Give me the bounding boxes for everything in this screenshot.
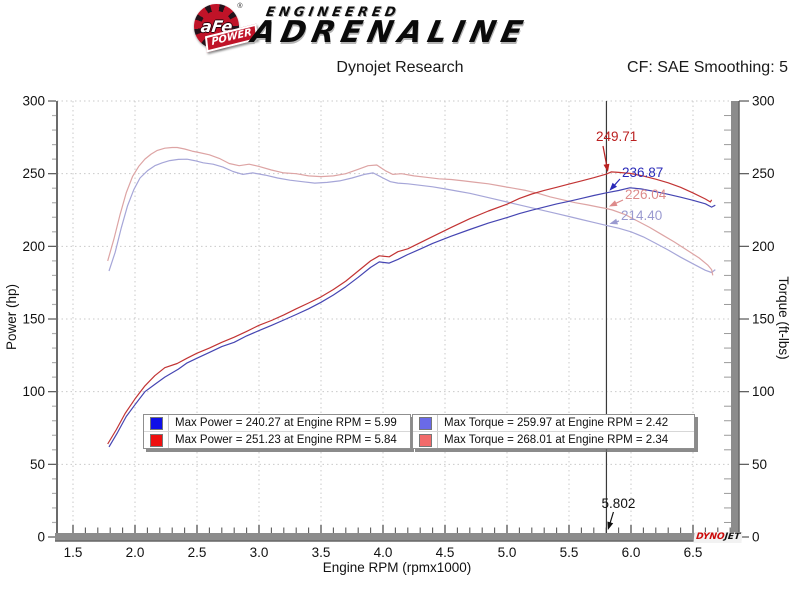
- x-axis-tick-label: 5.5: [560, 545, 579, 560]
- dynojet-logo-jet: JET: [724, 532, 741, 542]
- dynojet-logo-dyno: DYNO: [695, 532, 726, 542]
- left-axis-tick-label: 0: [37, 530, 45, 545]
- right-axis-tick-label: 300: [752, 94, 775, 109]
- marker-value-power_baseline: 236.87: [622, 165, 663, 180]
- marker-value-power_afe: 249.71: [596, 129, 637, 144]
- x-axis-tick-label: 1.5: [64, 545, 83, 560]
- legend-label-power_baseline: Max Power = 240.27 at Engine RPM = 5.99: [175, 417, 397, 429]
- legend-swatch-power_afe: [149, 433, 163, 447]
- x-axis-tick-label: 2.0: [126, 545, 145, 560]
- left-axis-tick-label: 250: [22, 166, 45, 181]
- legend-row-power_afe: Max Power = 251.23 at Engine RPM = 5.84: [144, 432, 410, 448]
- x-axis-tick-label: 4.5: [436, 545, 455, 560]
- legend-swatch-cell: [144, 432, 169, 448]
- smoothing-label: CF: SAE Smoothing: 5: [627, 59, 788, 76]
- x-axis-tick-label: 4.0: [374, 545, 393, 560]
- x-axis-tick-label: 6.0: [622, 545, 641, 560]
- marker-arrow-torque_afe-head: [608, 200, 618, 207]
- curve-power_baseline: [108, 187, 716, 448]
- curve-torque_baseline: [108, 158, 716, 274]
- legend-swatch-power_baseline: [149, 416, 163, 430]
- left-axis-tick-label: 300: [22, 94, 45, 109]
- marker-rpm-arrow-head: [607, 521, 614, 530]
- legend-row-torque_baseline: Max Torque = 259.97 at Engine RPM = 2.42: [413, 415, 694, 432]
- x-axis-tick-label: 3.5: [312, 545, 331, 560]
- x-axis-tick-label: 5.0: [498, 545, 517, 560]
- legend-swatch-cell: [144, 415, 169, 431]
- left-axis-tick-label: 50: [30, 457, 45, 472]
- left-axis-tick-label: 200: [22, 239, 45, 254]
- legend-swatch-cell: [413, 432, 438, 448]
- left-axis-tick-label: 150: [22, 312, 45, 327]
- registered-mark-icon: ®: [236, 3, 244, 11]
- right-axis-tick-label: 0: [752, 530, 760, 545]
- right-axis-bar: [731, 101, 739, 541]
- marker-value-torque_afe: 226.04: [625, 187, 667, 202]
- legend-power: Max Power = 240.27 at Engine RPM = 5.99 M…: [143, 414, 411, 449]
- legend-label-torque_afe: Max Torque = 268.01 at Engine RPM = 2.34: [444, 434, 669, 446]
- legend-swatch-torque_afe: [418, 433, 432, 447]
- x-axis-tick-label: 6.5: [684, 545, 703, 560]
- right-axis-tick-label: 150: [752, 312, 775, 327]
- y-axis-title-right: Torque (ft-lbs): [776, 276, 791, 359]
- marker-rpm-label: 5.802: [602, 496, 636, 511]
- right-axis-tick-label: 100: [752, 384, 775, 399]
- legend-label-power_afe: Max Power = 251.23 at Engine RPM = 5.84: [175, 434, 397, 446]
- curve-torque_afe: [107, 146, 714, 276]
- legend-label-torque_baseline: Max Torque = 259.97 at Engine RPM = 2.42: [444, 417, 669, 429]
- right-axis-tick-label: 250: [752, 166, 775, 181]
- legend-swatch-cell: [413, 415, 438, 431]
- x-axis-bar: [55, 533, 739, 541]
- chart-title: Dynojet Research: [336, 59, 464, 76]
- x-axis-tick-label: 3.0: [250, 545, 269, 560]
- marker-value-torque_baseline: 214.40: [621, 208, 662, 223]
- legend-row-power_baseline: Max Power = 240.27 at Engine RPM = 5.99: [144, 415, 410, 432]
- legend-swatch-torque_baseline: [418, 416, 432, 430]
- marker-rpm-arrow-shaft: [609, 511, 615, 525]
- afe-power-adrenaline-logo: aFe ® POWER ENGINEERED ADRENALINE: [0, 0, 800, 56]
- dynojet-logo: DYNOJET: [693, 532, 743, 543]
- curve-power_afe: [107, 171, 713, 445]
- right-axis-tick-label: 200: [752, 239, 775, 254]
- legend-row-torque_afe: Max Torque = 268.01 at Engine RPM = 2.34: [413, 432, 694, 448]
- marker-arrow-power_afe-head: [603, 163, 610, 173]
- y-axis-title-left: Power (hp): [4, 284, 19, 350]
- x-axis-tick-label: 2.5: [188, 545, 207, 560]
- marker-arrow-torque_baseline-head: [609, 218, 618, 225]
- left-axis-tick-label: 100: [22, 384, 45, 399]
- marker-arrow-power_baseline-head: [609, 182, 617, 191]
- x-axis-title: Engine RPM (rpmx1000): [323, 560, 472, 575]
- marker-arrow-power_afe-shaft: [602, 145, 608, 167]
- legend-torque: Max Torque = 259.97 at Engine RPM = 2.42…: [412, 414, 695, 449]
- right-axis-tick-label: 50: [752, 457, 767, 472]
